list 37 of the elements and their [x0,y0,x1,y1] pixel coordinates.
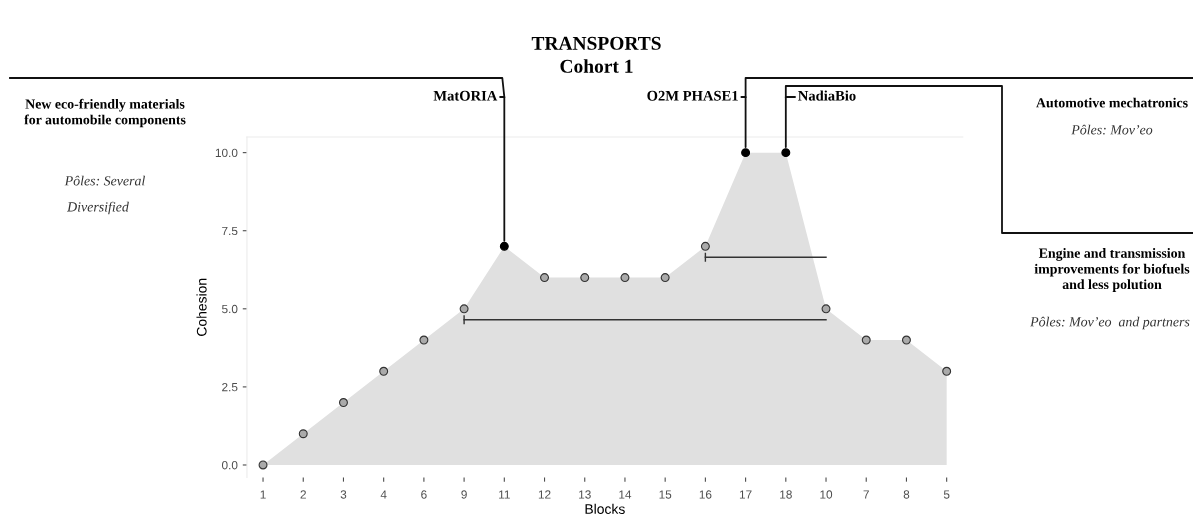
x-tick-label: 12 [538,490,551,499]
y-tick-label: 10.0 [215,148,238,158]
y-tick-label: 7.5 [222,226,238,236]
x-tick-label: 9 [461,490,467,499]
chart-title: TRANSPORTS [531,36,661,50]
text: Engine and transmission improvements for biofuels and less polution [1034,248,1190,292]
annotation: MatORIA [433,90,498,101]
x-tick-label: 16 [699,490,712,499]
x-tick-label: 8 [903,490,910,499]
x-tick-label: 15 [659,490,672,499]
x-tick-label: 14 [619,490,632,499]
y-tick-label: 2.5 [222,382,238,392]
x-tick-label: 11 [499,490,510,499]
y-tick-label: 5.0 [221,304,238,314]
x-tick-label: 6 [421,490,427,499]
x-tick-label: 5 [943,490,950,499]
text: Automotive mechatronics [1036,97,1188,108]
y-axis-title: Cohesion [196,278,207,336]
text: Diversified [66,201,129,215]
text: Pôles: Mov’eo and partners [1030,316,1190,330]
x-tick-label: 7 [863,490,869,499]
x-axis-title: Blocks [585,503,625,514]
text: Pôles: Mov’eo [1071,124,1153,135]
x-tick-label: 2 [300,490,306,499]
x-tick-label: 18 [780,490,792,499]
x-tick-label: 3 [340,490,347,499]
x-tick-label: 10 [820,490,833,499]
annotation: O2M PHASE1 [647,90,738,101]
text: Pôles: Several [64,175,145,186]
x-tick-label: 17 [739,490,752,499]
chart-subtitle: Cohort 1 [560,59,633,73]
x-tick-label: 4 [380,490,387,499]
x-tick-label: 13 [579,490,591,499]
x-tick-label: 1 [260,490,266,499]
text: New eco-friendly materials for automobile components [24,98,186,128]
y-tick-label: 0.0 [221,461,238,470]
annotation: NadiaBio [798,90,856,101]
